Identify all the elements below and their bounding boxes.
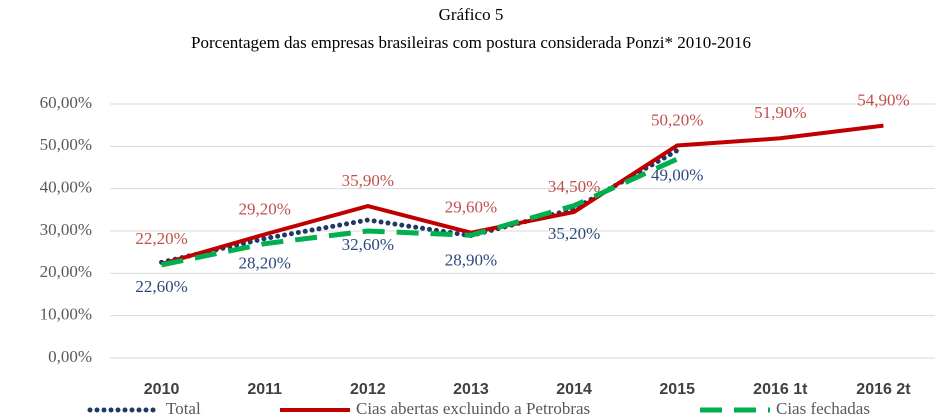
data-label: 22,60% (135, 277, 187, 296)
x-tick-label: 2016 2t (856, 381, 911, 398)
data-label: 28,20% (238, 254, 290, 273)
data-label: 35,20% (548, 224, 600, 243)
y-tick-label: 30,00% (40, 220, 92, 239)
x-tick-label: 2016 1t (753, 381, 808, 398)
chart-subtitle: Porcentagem das empresas brasileiras com… (191, 33, 751, 52)
data-label: 51,90% (754, 103, 806, 122)
y-tick-label: 10,00% (40, 305, 92, 324)
data-label: 34,50% (548, 177, 600, 196)
legend-label: Cias fechadas (776, 399, 870, 418)
y-tick-label: 20,00% (40, 262, 92, 281)
x-tick-label: 2011 (247, 381, 282, 398)
series-line (161, 123, 884, 266)
y-tick-label: 40,00% (40, 178, 92, 197)
x-tick-label: 2012 (350, 381, 386, 398)
data-label: 49,00% (651, 165, 703, 184)
x-tick-label: 2014 (556, 381, 592, 398)
data-label: 22,20% (135, 229, 187, 248)
x-tick-label: 2013 (453, 381, 489, 398)
y-tick-label: 0,00% (48, 347, 92, 366)
data-label: 50,20% (651, 110, 703, 129)
y-tick-label: 50,00% (40, 135, 92, 154)
data-label: 32,60% (342, 235, 394, 254)
data-label: 54,90% (857, 90, 909, 109)
x-tick-label: 2010 (144, 381, 180, 398)
data-label: 29,60% (445, 198, 497, 217)
data-label: 35,90% (342, 171, 394, 190)
x-tick-label: 2015 (659, 381, 695, 398)
chart-title: Gráfico 5 (439, 5, 504, 24)
y-tick-label: 60,00% (40, 93, 92, 112)
data-label: 29,20% (238, 199, 290, 218)
legend-label: Total (166, 399, 201, 418)
legend-label: Cias abertas excluindo a Petrobras (356, 399, 590, 418)
data-label: 28,90% (445, 251, 497, 270)
series-line (161, 156, 679, 268)
